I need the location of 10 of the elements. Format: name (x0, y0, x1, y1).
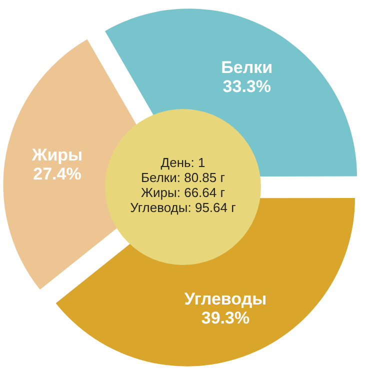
slice-label: Углеводы (184, 290, 267, 309)
text: Жиры: 66.64 г (141, 185, 226, 200)
data-label: 33.3% (222, 77, 271, 96)
text: Белки: 80.85 г (141, 170, 226, 185)
slice-label: Жиры (30, 145, 83, 164)
data-label: 39.3% (201, 308, 250, 328)
data-label: 27.4% (33, 164, 82, 184)
text: Углеводы: 95.64 г (130, 200, 236, 215)
slice-label: Белки (221, 58, 273, 78)
text: День: 1 (160, 155, 206, 170)
